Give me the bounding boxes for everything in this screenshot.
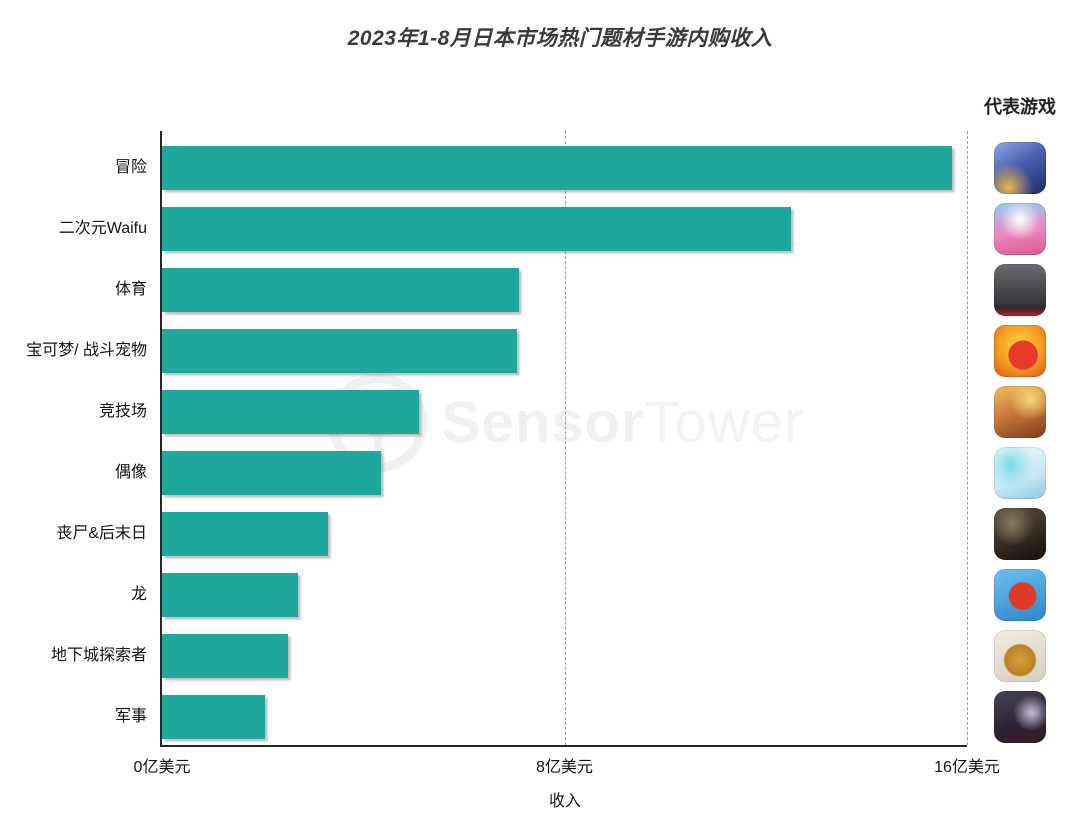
x-tick-8: 8亿美元	[536, 759, 593, 776]
game-icon-zombie-postapocalypse	[994, 508, 1046, 560]
y-axis-line	[160, 131, 162, 745]
watermark-text-bold: Sensor	[441, 390, 645, 455]
plot-area: SensorTower	[160, 131, 968, 747]
bar-9	[162, 634, 288, 678]
watermark-text-light: Tower	[644, 390, 805, 455]
game-icon-arena	[994, 386, 1046, 438]
x-tick-16: 16亿美元	[934, 759, 1000, 776]
watermark-text: SensorTower	[442, 394, 804, 452]
game-icon-anime-waifu	[994, 203, 1046, 255]
y-axis-label-9: 地下城探索者	[50, 647, 147, 664]
game-icon-military	[994, 691, 1046, 743]
x-tick-0: 0亿美元	[133, 759, 191, 776]
representative-game-icons-column	[994, 131, 1046, 745]
game-icon-idol	[994, 447, 1046, 499]
y-axis-label-8: 龙	[130, 586, 147, 603]
y-axis-label-2: 二次元Waifu	[58, 220, 147, 237]
y-axis-label-7: 丧尸&后末日	[56, 525, 147, 542]
x-axis-title: 收入	[548, 793, 582, 810]
bar-4	[162, 329, 517, 373]
y-axis-label-3: 体育	[114, 281, 147, 298]
y-axis-label-4: 宝可梦/ 战斗宠物	[26, 342, 147, 359]
game-icon-dungeon-crawler	[994, 630, 1046, 682]
y-axis-label-1: 冒险	[114, 159, 147, 176]
bar-3	[162, 268, 520, 312]
gridline-16	[967, 131, 968, 745]
game-icon-adventure	[994, 142, 1046, 194]
y-axis-label-10: 军事	[114, 708, 147, 725]
bar-2	[162, 207, 791, 251]
bar-8	[162, 573, 298, 617]
y-axis-label-6: 偶像	[114, 464, 147, 481]
bar-7	[162, 512, 329, 556]
representative-games-header: 代表游戏	[984, 97, 1056, 117]
bar-1	[162, 146, 952, 190]
x-axis-line	[160, 745, 967, 747]
bar-5	[162, 390, 419, 434]
game-icon-battle-pets	[994, 325, 1046, 377]
gridline-8	[564, 131, 566, 745]
y-axis-labels: 冒险二次元Waifu 体育宝可梦/ 战斗宠物竞技场偶像丧尸&后末日龙地下城探索者军…	[0, 131, 154, 745]
bar-10	[162, 695, 266, 739]
chart-title: 2023年1-8月日本市场热门题材手游内购收入	[347, 27, 773, 50]
game-icon-sports	[994, 264, 1046, 316]
y-axis-label-5: 竞技场	[98, 403, 147, 420]
bar-6	[162, 451, 381, 495]
game-icon-dragon	[994, 569, 1046, 621]
